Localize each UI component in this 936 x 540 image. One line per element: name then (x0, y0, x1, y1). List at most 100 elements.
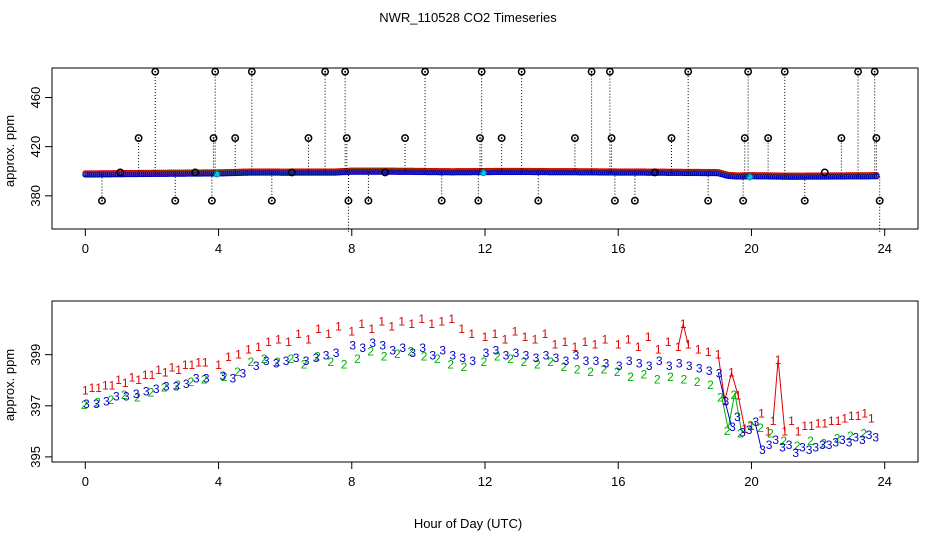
bottom-series-2-point: 2 (407, 345, 414, 359)
bottom-series-2-point: 2 (654, 373, 661, 387)
bottom-series-3-point: 3 (722, 395, 729, 409)
bottom-series-3-point: 3 (636, 356, 643, 370)
bottom-series-1-point: 1 (129, 371, 136, 385)
bottom-series-3-connector (717, 372, 726, 401)
bottom-series-2-point: 2 (108, 393, 115, 407)
top-mid-point (650, 168, 659, 177)
bottom-series-2-point: 2 (707, 378, 714, 392)
top-spike-point (209, 134, 218, 143)
top-x-tick-label: 16 (611, 241, 625, 256)
bottom-series-1-point: 1 (848, 409, 855, 423)
bottom-y-tick-label: 397 (28, 395, 43, 417)
bottom-series-3-point: 3 (293, 351, 300, 365)
top-spike-point-center (537, 199, 540, 202)
bottom-series-1-point: 1 (295, 327, 302, 341)
top-spike-point (364, 196, 373, 205)
bottom-series-3-point: 3 (429, 349, 436, 363)
bottom-series-3-point: 3 (230, 372, 237, 386)
bottom-series-2-point: 2 (248, 355, 255, 369)
bottom-series-3-point: 3 (852, 430, 859, 444)
top-spike-point (304, 134, 313, 143)
top-mid-point (191, 168, 200, 177)
top-spike-point (517, 67, 526, 76)
bottom-series-3-point: 3 (766, 438, 773, 452)
bottom-series-1-point: 1 (512, 325, 519, 339)
top-spike-point (231, 134, 240, 143)
bottom-series-1-point: 1 (428, 317, 435, 331)
bottom-series-3-point: 3 (616, 359, 623, 373)
top-spike-point (151, 67, 160, 76)
bottom-series-3-point: 3 (220, 369, 227, 383)
bottom-series-1-point: 1 (592, 337, 599, 351)
bottom-series-3-point: 3 (626, 354, 633, 368)
top-y-axis-label: approx. ppm (2, 115, 17, 187)
top-spike-point (630, 196, 639, 205)
bottom-series-3-point: 3 (872, 430, 879, 444)
bottom-series-2-connector (720, 395, 729, 429)
bottom-series-2-point: 2 (627, 370, 634, 384)
bottom-series-3-point: 3 (409, 346, 416, 360)
bottom-series-2-point: 2 (381, 350, 388, 364)
bottom-series-1-point: 1 (378, 314, 385, 328)
bottom-series-3-point: 3 (846, 436, 853, 450)
figure-title: NWR_110528 CO2 Timeseries (379, 10, 557, 25)
bottom-series-1-point: 1 (758, 406, 765, 420)
top-x-tick-label: 4 (215, 241, 222, 256)
bottom-series-3-point: 3 (240, 367, 247, 381)
bottom-series-1-connector (677, 323, 684, 348)
bottom-series-2-point: 2 (667, 370, 674, 384)
bottom-series-1-point: 1 (815, 417, 822, 431)
bottom-series-3-point: 3 (666, 359, 673, 373)
top-spike-point (800, 196, 809, 205)
bottom-series-3-point: 3 (563, 354, 570, 368)
bottom-series-2-point: 2 (201, 373, 208, 387)
bottom-series-3-point: 3 (83, 397, 90, 411)
bottom-series-1-point: 1 (348, 325, 355, 339)
bottom-series-2-point: 2 (274, 355, 281, 369)
bottom-series-1-point: 1 (685, 337, 692, 351)
bottom-series-3-point: 3 (812, 441, 819, 455)
bottom-series-3-point: 3 (859, 433, 866, 447)
bottom-series-1-point: 1 (795, 424, 802, 438)
bottom-series-1-point: 1 (582, 335, 589, 349)
bottom-series-1-point: 1 (868, 412, 875, 426)
top-spike-point (605, 67, 614, 76)
bottom-x-tick-label: 0 (82, 474, 89, 489)
bottom-series-1-point: 1 (781, 424, 788, 438)
bottom-series-1-point: 1 (855, 409, 862, 423)
bottom-series-1-point: 1 (552, 337, 559, 351)
bottom-series-2-point: 2 (780, 434, 787, 448)
top-spike-point-center (250, 70, 253, 73)
bottom-series-1-point: 1 (770, 414, 777, 428)
bottom-series-1-point: 1 (102, 378, 109, 392)
bottom-series-1-connector (777, 359, 786, 432)
top-spike-point (401, 134, 410, 143)
bottom-series-1-point: 1 (398, 314, 405, 328)
bottom-series-3-point: 3 (792, 446, 799, 460)
bottom-series-3-point: 3 (806, 443, 813, 457)
top-spike-point (437, 196, 446, 205)
top-spike-point-center (767, 137, 770, 139)
bottom-series-3-point: 3 (752, 415, 759, 429)
top-spike-point (744, 67, 753, 76)
bottom-series-3-point: 3 (759, 443, 766, 457)
top-spike-point-center (707, 199, 710, 202)
top-spike-point-center (500, 137, 503, 139)
top-spike-point-center (440, 199, 443, 202)
bottom-series-2-connector (734, 392, 742, 432)
bottom-series-3-point: 3 (143, 384, 150, 398)
bottom-series-1-point: 1 (82, 383, 89, 397)
bottom-series-3-point: 3 (469, 354, 476, 368)
top-spike-point (497, 134, 506, 143)
bottom-series-1-point: 1 (408, 317, 415, 331)
top-spike-point (171, 196, 180, 205)
bottom-series-2-point: 2 (834, 431, 841, 445)
bottom-series-1-point: 1 (109, 378, 116, 392)
bottom-series-1-point: 1 (215, 358, 222, 372)
top-baseline-points (82, 167, 880, 180)
top-spike-point-center (214, 70, 217, 73)
bottom-series-2-point: 2 (737, 426, 744, 440)
bottom-series-2-point: 2 (694, 375, 701, 389)
top-cyan-point (213, 170, 221, 178)
